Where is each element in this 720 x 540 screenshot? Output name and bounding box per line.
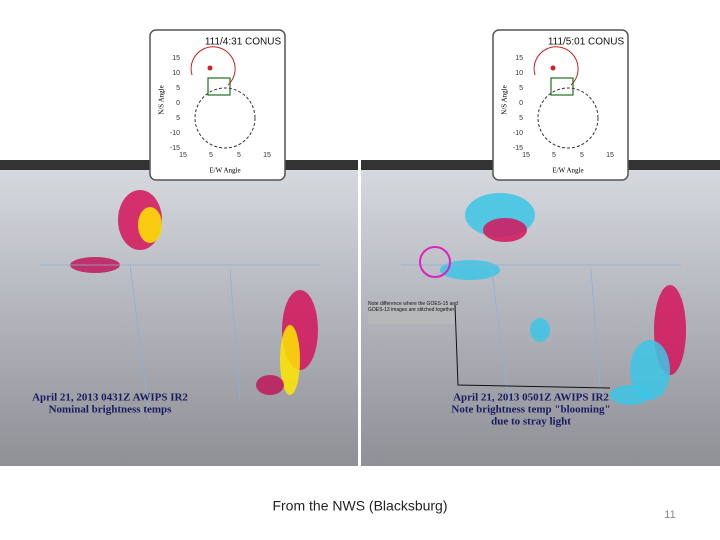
image-caption: Note brightness temp "blooming": [451, 404, 610, 416]
y-tick-label: 15: [515, 55, 523, 62]
x-tick-label: 5: [580, 152, 584, 159]
y-tick-label: 0: [176, 100, 180, 107]
cloud-feature: [610, 385, 650, 405]
x-tick-label: 15: [263, 152, 271, 159]
sun-dot: [207, 65, 213, 71]
annotation-wrap: Note difference where the GOES-15 and GO…: [368, 301, 458, 313]
y-tick-label: -10: [170, 130, 180, 137]
y-tick-label: -15: [170, 145, 180, 152]
y-tick-label: 0: [519, 100, 523, 107]
x-axis-label: E/W Angle: [552, 167, 583, 175]
scan-box: [550, 77, 574, 96]
y-tick-label: 10: [172, 70, 180, 77]
cloud-feature: [530, 318, 550, 342]
cloud-feature: [483, 218, 527, 242]
x-axis-label: E/W Angle: [209, 167, 240, 175]
x-tick-label: 15: [606, 152, 614, 159]
x-tick-label: 15: [179, 152, 187, 159]
y-tick-label: 5: [176, 115, 180, 122]
y-tick-label: 5: [176, 85, 180, 92]
y-tick-label: 5: [519, 85, 523, 92]
y-tick-label: -10: [513, 130, 523, 137]
y-tick-label: -15: [513, 145, 523, 152]
annotation: Note difference where the GOES-15 and GO…: [368, 301, 458, 313]
annotation-line: [454, 304, 611, 389]
sun-circle: [533, 46, 579, 86]
cloud-feature: [630, 340, 670, 400]
state-boundaries: [40, 264, 320, 421]
x-tick-label: 15: [522, 152, 530, 159]
x-tick-label: 5: [237, 152, 241, 159]
image-caption: April 21, 2013 0431Z AWIPS IR2: [32, 392, 188, 404]
annotation-box: [368, 302, 454, 324]
x-tick-label: 5: [209, 152, 213, 159]
inset-title: 111/5:01 CONUS: [548, 37, 625, 48]
y-axis-label: N/S Angle: [158, 85, 166, 114]
cloud-feature: [280, 325, 300, 395]
cloud-feature: [138, 207, 162, 243]
image-caption: April 21, 2013 0501Z AWIPS IR2: [453, 392, 609, 404]
image-caption: Nominal brightness temps: [49, 404, 173, 416]
sun-dot: [550, 65, 556, 71]
cloud-feature: [256, 375, 284, 395]
slide-caption: From the NWS (Blacksburg): [272, 498, 447, 514]
state-boundaries: [401, 264, 681, 421]
y-axis-label: N/S Angle: [501, 85, 509, 114]
y-tick-label: 10: [515, 70, 523, 77]
x-tick-label: 5: [552, 152, 556, 159]
earth-disk: [194, 87, 256, 149]
y-tick-label: 5: [519, 115, 523, 122]
inset-frame: [149, 29, 286, 181]
inset-title: 111/4:31 CONUS: [205, 37, 282, 48]
inset-frame: [492, 29, 629, 181]
page-number: 11: [664, 509, 675, 521]
scan-box: [207, 77, 231, 96]
image-caption: due to stray light: [491, 416, 571, 428]
y-tick-label: 15: [172, 55, 180, 62]
highlight-circle: [419, 246, 451, 278]
earth-disk: [537, 87, 599, 149]
sun-circle: [190, 46, 236, 86]
